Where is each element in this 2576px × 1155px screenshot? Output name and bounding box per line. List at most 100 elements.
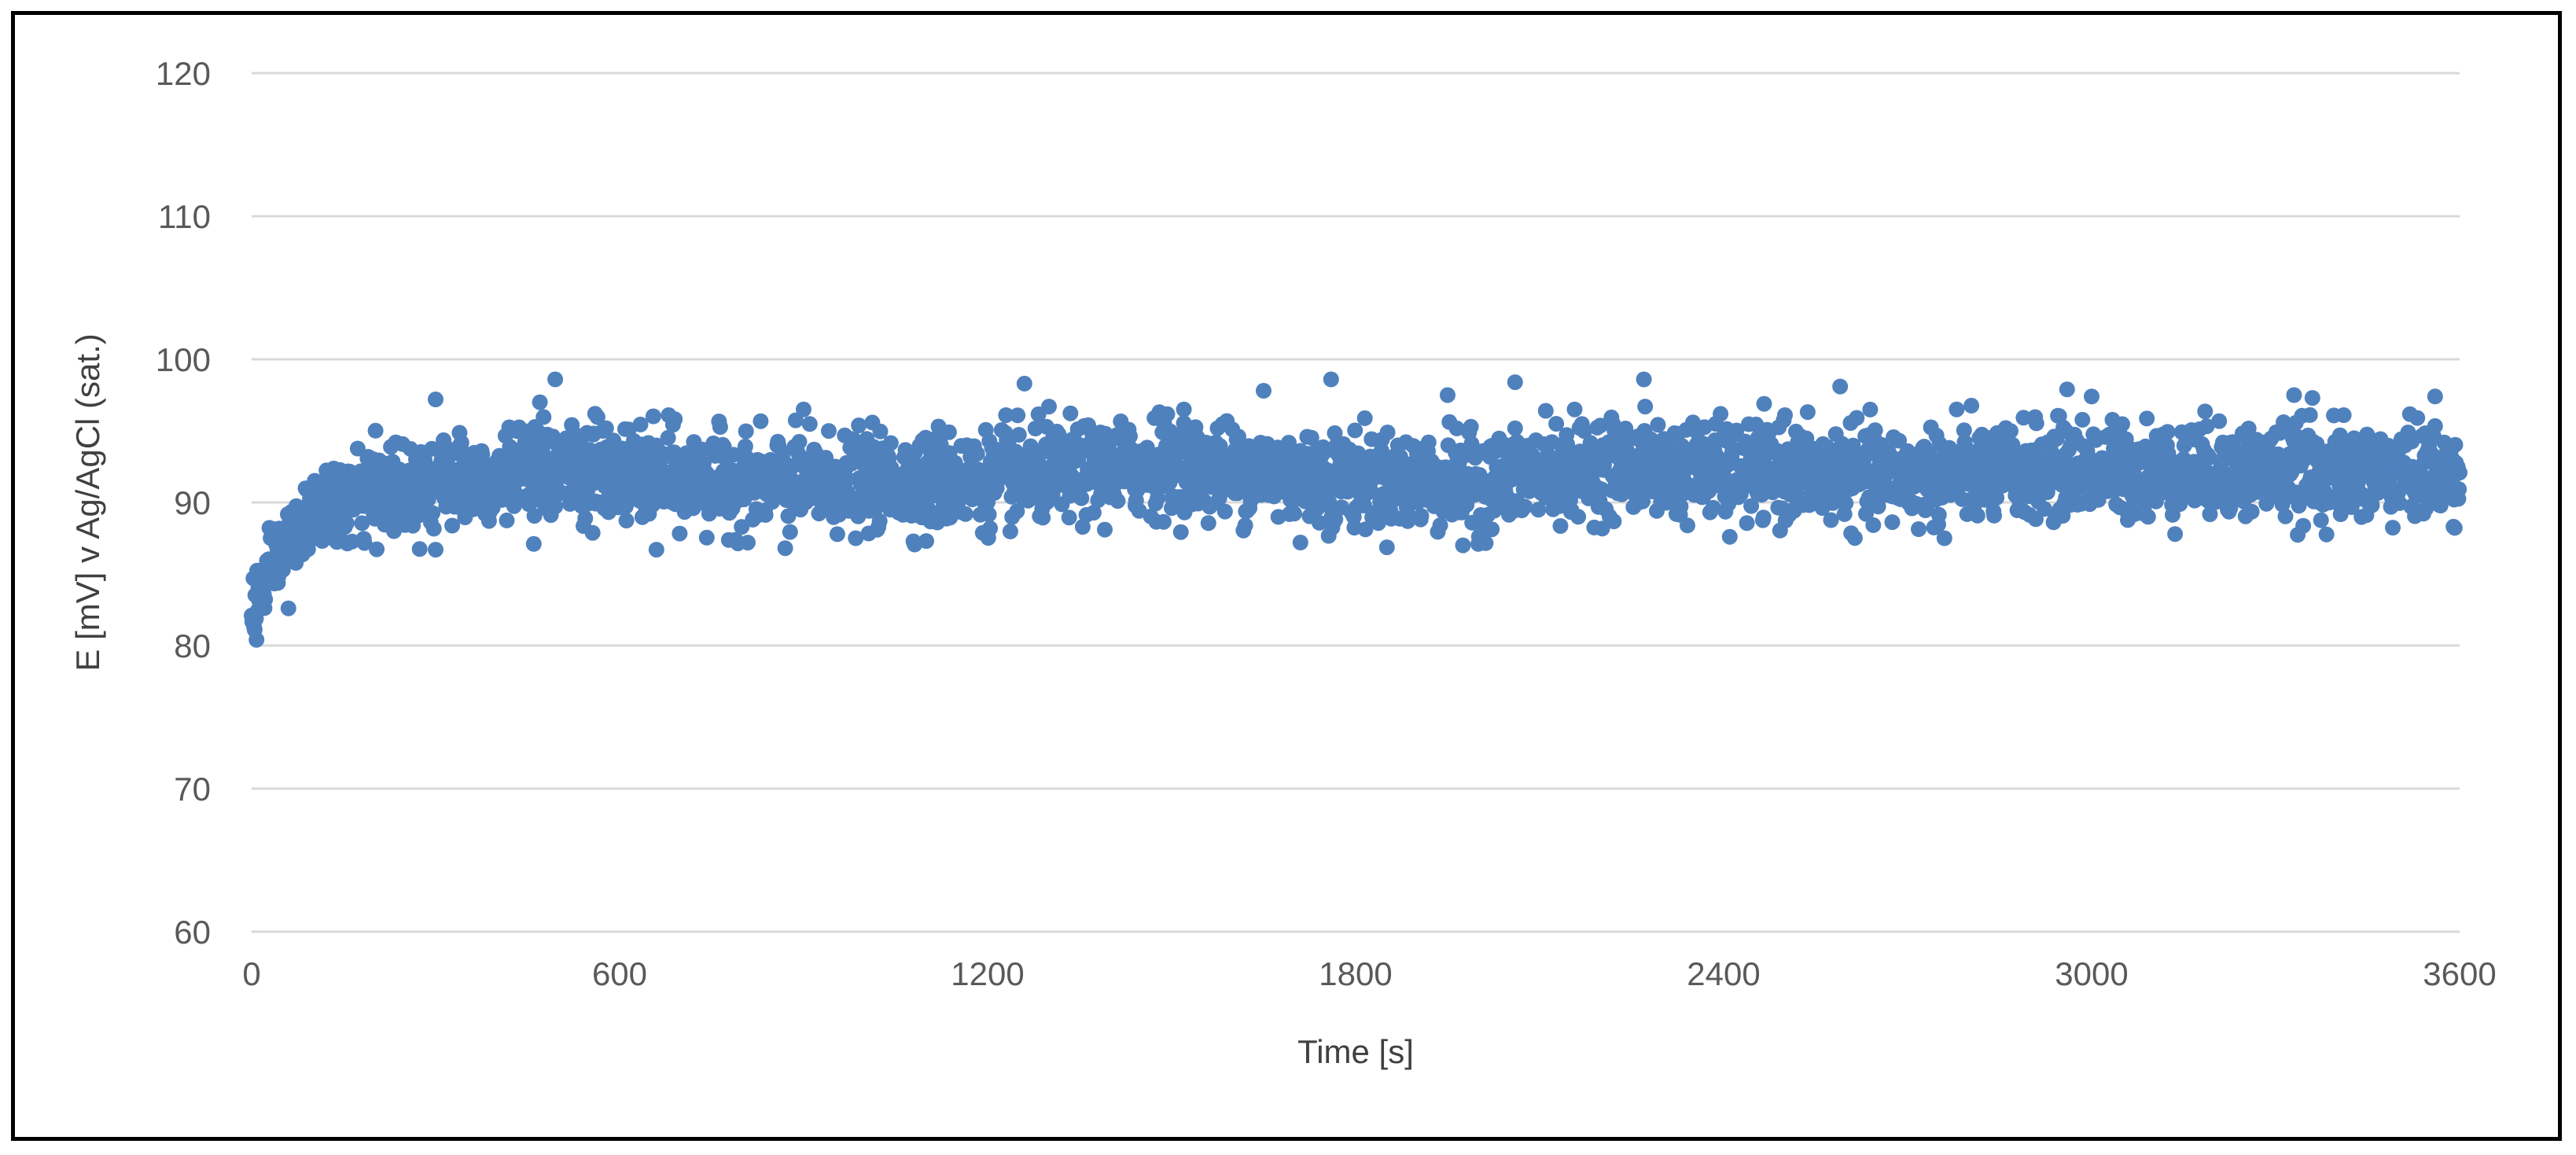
data-point bbox=[1432, 517, 1448, 534]
data-point bbox=[1073, 490, 1090, 506]
x-tick-label: 600 bbox=[592, 955, 647, 992]
data-point bbox=[1292, 535, 1308, 550]
data-point bbox=[791, 433, 808, 450]
data-point bbox=[1507, 420, 1523, 436]
data-point bbox=[829, 526, 845, 543]
data-point bbox=[839, 471, 856, 487]
data-point bbox=[1930, 506, 1947, 523]
data-point bbox=[1969, 507, 1985, 524]
data-point bbox=[969, 446, 985, 462]
chart-frame bbox=[11, 11, 2562, 1141]
data-point bbox=[1963, 397, 1980, 414]
data-point bbox=[1347, 422, 1363, 439]
data-point bbox=[1151, 404, 1168, 421]
data-point bbox=[547, 371, 564, 388]
data-point bbox=[1010, 427, 1027, 443]
data-point bbox=[525, 535, 542, 552]
data-point bbox=[1009, 503, 1025, 520]
data-point bbox=[2139, 410, 2155, 427]
data-point bbox=[1448, 420, 1465, 436]
data-point bbox=[1350, 445, 1367, 462]
data-point bbox=[1035, 509, 1051, 526]
data-point bbox=[1838, 495, 1854, 512]
data-point bbox=[883, 459, 900, 476]
y-tick-label: 100 bbox=[156, 341, 211, 378]
data-point bbox=[918, 533, 934, 550]
data-point bbox=[2202, 506, 2218, 522]
data-point bbox=[338, 515, 355, 532]
data-point bbox=[425, 520, 442, 537]
data-point bbox=[1110, 493, 1126, 509]
data-point bbox=[698, 529, 715, 546]
data-point bbox=[367, 422, 384, 439]
data-point bbox=[248, 631, 265, 648]
data-point bbox=[1636, 371, 1652, 388]
data-point bbox=[1463, 418, 1479, 435]
x-tick-label: 2400 bbox=[1687, 955, 1760, 992]
data-point bbox=[1739, 515, 1755, 532]
data-point bbox=[1074, 519, 1091, 535]
data-point bbox=[632, 416, 649, 432]
data-point bbox=[782, 524, 798, 540]
data-point bbox=[2243, 503, 2260, 520]
data-point bbox=[1858, 506, 1874, 522]
data-point bbox=[2286, 387, 2302, 403]
data-point bbox=[1327, 425, 1343, 441]
data-point bbox=[2074, 411, 2091, 428]
data-point bbox=[587, 406, 603, 422]
data-point bbox=[1799, 404, 1816, 421]
data-point bbox=[2427, 388, 2443, 405]
data-point bbox=[1172, 524, 1189, 540]
data-point bbox=[1484, 521, 1500, 538]
data-point bbox=[424, 440, 440, 457]
data-point bbox=[851, 417, 867, 433]
data-point bbox=[1010, 407, 1026, 424]
data-point bbox=[2197, 403, 2214, 420]
data-point bbox=[1097, 521, 1113, 538]
data-point bbox=[1823, 512, 1839, 528]
data-point bbox=[1819, 439, 1835, 455]
data-point bbox=[2295, 517, 2312, 534]
data-point bbox=[444, 517, 461, 534]
data-point bbox=[1002, 523, 1018, 539]
data-point bbox=[1016, 375, 1032, 392]
x-tick-label: 3000 bbox=[2055, 955, 2128, 992]
data-point bbox=[2211, 413, 2228, 429]
data-point bbox=[1956, 422, 1972, 439]
data-point bbox=[1470, 535, 1486, 552]
data-point bbox=[1743, 498, 1760, 514]
data-point bbox=[712, 419, 728, 435]
data-point bbox=[1721, 528, 1738, 545]
data-point bbox=[1650, 417, 1666, 433]
data-point bbox=[1139, 440, 1155, 456]
data-point bbox=[1062, 405, 1079, 421]
data-point bbox=[2277, 508, 2294, 524]
x-tick-label: 1800 bbox=[1319, 955, 1392, 992]
x-axis-tick-labels: 0 600 1200 1800 2400 3000 3600 bbox=[242, 955, 2496, 992]
data-point bbox=[1061, 509, 1077, 526]
data-point bbox=[526, 508, 543, 524]
data-point bbox=[474, 447, 491, 463]
data-point bbox=[1884, 514, 1901, 531]
data-point bbox=[740, 535, 756, 551]
data-point bbox=[2015, 410, 2032, 426]
data-point bbox=[2304, 390, 2320, 406]
data-point bbox=[1400, 509, 1417, 525]
data-point bbox=[1949, 401, 1965, 417]
data-point bbox=[428, 542, 443, 558]
data-point bbox=[734, 519, 750, 535]
data-point bbox=[1237, 517, 1253, 534]
data-point bbox=[982, 520, 999, 536]
data-point bbox=[535, 409, 552, 425]
data-point bbox=[1755, 509, 1772, 526]
data-point bbox=[577, 510, 594, 527]
data-point bbox=[532, 394, 548, 410]
data-point bbox=[1606, 513, 1622, 530]
data-point bbox=[1379, 425, 1396, 440]
data-point bbox=[1594, 520, 1610, 537]
data-points bbox=[244, 371, 2467, 648]
data-point bbox=[998, 407, 1014, 423]
data-point bbox=[2335, 407, 2352, 423]
data-point bbox=[648, 542, 664, 558]
data-point bbox=[1989, 490, 2005, 506]
